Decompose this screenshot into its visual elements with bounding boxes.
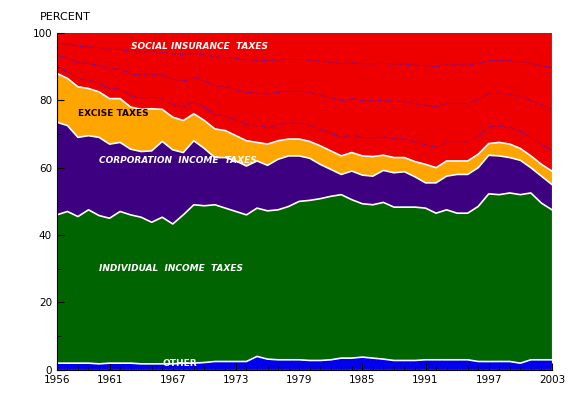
Text: OTHER: OTHER: [162, 359, 197, 368]
Text: SOCIAL INSURANCE  TAXES: SOCIAL INSURANCE TAXES: [131, 42, 267, 51]
Text: INDIVIDUAL  INCOME  TAXES: INDIVIDUAL INCOME TAXES: [99, 264, 243, 273]
Text: PERCENT: PERCENT: [40, 12, 90, 22]
Text: CORPORATION  INCOME  TAXES: CORPORATION INCOME TAXES: [99, 157, 257, 166]
Text: EXCISE TAXES: EXCISE TAXES: [78, 109, 149, 118]
